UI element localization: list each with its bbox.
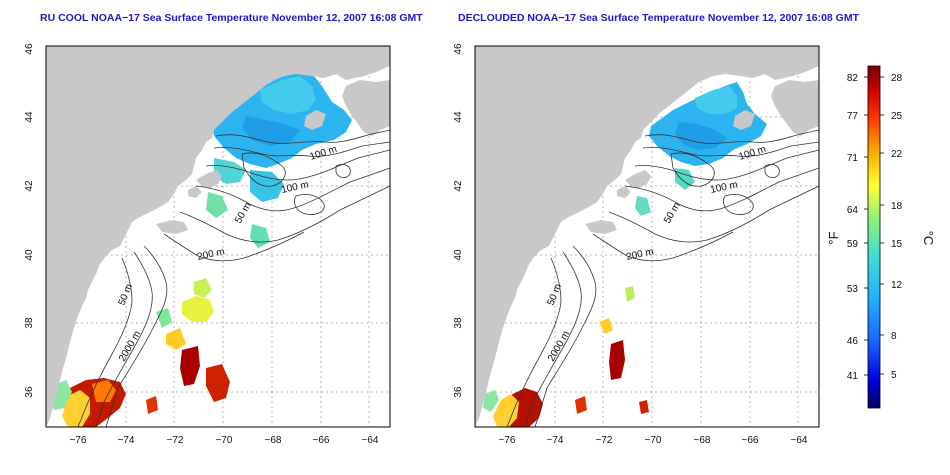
map-title-right: DECLOUDED NOAA−17 Sea Surface Temperatur… xyxy=(458,12,859,24)
lon-tick-labels: −76 −74 −72 −70 −68 −66 −64 xyxy=(70,435,379,446)
sst-field-cool xyxy=(48,68,352,427)
fahrenheit-tick: 64 xyxy=(847,205,859,216)
map-frame xyxy=(45,45,391,428)
celsius-tick: 28 xyxy=(891,73,903,84)
lat-tick: 42 xyxy=(24,180,35,192)
color-bar-gradient xyxy=(867,65,881,409)
map-panel-right: 100 m 100 m 50 m 200 m 50 m 2000 m −76 −… xyxy=(453,43,820,446)
map-title-left: RU COOL NOAA−17 Sea Surface Temperature … xyxy=(40,12,423,24)
lat-tick: 36 xyxy=(24,386,35,398)
fahrenheit-tick: 82 xyxy=(847,73,859,84)
celsius-unit-label: °C xyxy=(921,231,936,246)
celsius-tick: 25 xyxy=(891,111,903,122)
celsius-tick: 12 xyxy=(891,280,903,291)
lon-tick: −76 xyxy=(499,435,516,446)
lon-tick: −74 xyxy=(118,435,135,446)
lat-tick: 44 xyxy=(453,111,464,123)
celsius-tick: 22 xyxy=(891,149,903,160)
map-panel-left: 100 m 100 m 50 m 200 m 50 m 2000 m −76 −… xyxy=(24,43,391,446)
map-frame xyxy=(474,45,820,428)
lat-tick: 38 xyxy=(24,317,35,329)
lon-tick: −64 xyxy=(791,435,808,446)
lat-tick: 46 xyxy=(24,43,35,55)
fahrenheit-tick-labels: 82 77 71 64 59 53 46 41 xyxy=(847,73,859,382)
lon-tick: −68 xyxy=(265,435,282,446)
fahrenheit-tick: 53 xyxy=(847,284,859,295)
fahrenheit-tick: 41 xyxy=(847,371,859,382)
lat-tick: 36 xyxy=(453,386,464,398)
sst-field-declouded xyxy=(483,82,767,427)
color-bar: 82 77 71 64 59 53 46 41 28 25 22 18 15 1… xyxy=(826,65,936,409)
lat-tick-labels: 46 44 42 40 38 36 xyxy=(453,43,464,398)
lon-tick: −70 xyxy=(645,435,662,446)
lon-tick: −64 xyxy=(362,435,379,446)
lon-tick-labels: −76 −74 −72 −70 −68 −66 −64 xyxy=(499,435,808,446)
fahrenheit-tick: 71 xyxy=(847,153,859,164)
lon-tick: −70 xyxy=(216,435,233,446)
lon-tick: −68 xyxy=(694,435,711,446)
lat-tick: 44 xyxy=(24,111,35,123)
lon-tick: −76 xyxy=(70,435,87,446)
fahrenheit-tick: 46 xyxy=(847,336,859,347)
lon-tick: −74 xyxy=(547,435,564,446)
fahrenheit-tick: 77 xyxy=(847,111,859,122)
celsius-tick: 5 xyxy=(891,370,897,381)
lat-tick: 40 xyxy=(24,249,35,261)
color-bar-ticks xyxy=(864,76,884,376)
lon-tick: −72 xyxy=(167,435,184,446)
celsius-tick: 18 xyxy=(891,201,903,212)
celsius-tick-labels: 28 25 22 18 15 12 8 5 xyxy=(891,73,903,381)
fahrenheit-unit-label: °F xyxy=(826,231,841,244)
lat-tick: 42 xyxy=(453,180,464,192)
celsius-tick: 15 xyxy=(891,239,903,250)
lat-tick: 40 xyxy=(453,249,464,261)
lat-tick: 38 xyxy=(453,317,464,329)
lat-tick-labels: 46 44 42 40 38 36 xyxy=(24,43,35,398)
fahrenheit-tick: 59 xyxy=(847,239,859,250)
lat-tick: 46 xyxy=(453,43,464,55)
lon-tick: −66 xyxy=(313,435,330,446)
lon-tick: −72 xyxy=(596,435,613,446)
celsius-tick: 8 xyxy=(891,331,897,342)
lon-tick: −66 xyxy=(742,435,759,446)
